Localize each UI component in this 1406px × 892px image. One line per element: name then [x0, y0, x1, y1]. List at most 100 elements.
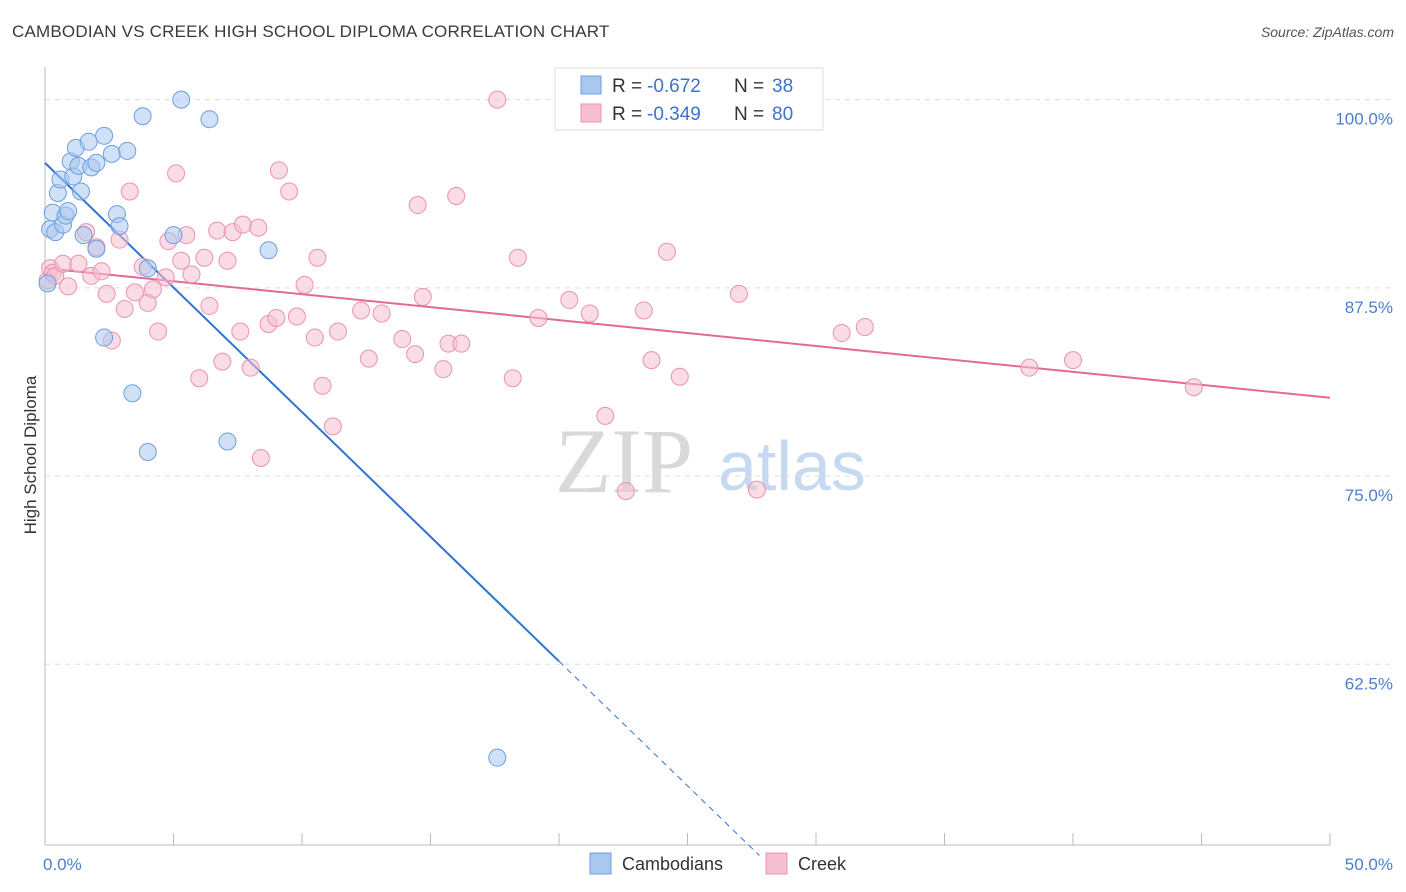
y-axis-label: High School Diploma: [21, 375, 40, 534]
creek-point-24: [172, 251, 191, 270]
creek-trend-line: [44, 267, 1331, 399]
creek-point-44: [295, 275, 314, 294]
legend-n-label-creek: N =: [734, 104, 764, 125]
creek-point-41: [269, 161, 288, 180]
creek-point-50: [352, 301, 371, 320]
cambodians-point-28: [138, 442, 157, 461]
creek-point-4: [53, 254, 72, 273]
legend-n-value-cambodians: 38: [772, 76, 793, 97]
creek-point-75: [832, 324, 851, 343]
cambodians-point-29: [164, 226, 183, 245]
creek-point-35: [233, 215, 252, 234]
cambodians-point-19: [95, 126, 114, 145]
creek-point-48: [323, 417, 342, 436]
creek-point-40: [267, 308, 286, 327]
creek-point-6: [69, 254, 88, 273]
creek-point-74: [747, 480, 766, 499]
creek-point-30: [208, 221, 227, 240]
legend-r-value-creek: -0.349: [647, 104, 701, 125]
cambodians-point-0: [38, 274, 57, 293]
creek-point-37: [249, 218, 268, 237]
y-tick-label-0: 62.5%: [1345, 674, 1393, 693]
cambodians-point-34: [488, 748, 507, 767]
legend-r-label-creek: R =: [612, 104, 642, 125]
creek-point-27: [190, 369, 209, 388]
cambodians-point-18: [87, 239, 106, 258]
creek-point-49: [328, 322, 347, 341]
creek-point-46: [308, 248, 327, 267]
creek-point-73: [729, 284, 748, 303]
creek-point-47: [313, 376, 332, 395]
series-legend: Cambodians Creek: [589, 852, 847, 875]
creek-point-65: [560, 290, 579, 309]
creek-point-21: [156, 268, 175, 287]
cambodians-point-14: [74, 226, 93, 245]
creek-point-68: [616, 482, 635, 501]
creek-point-45: [305, 328, 324, 347]
creek-point-76: [855, 318, 874, 337]
bottom-legend-swatch-cambodians: [589, 852, 612, 875]
x-tick-label-min: 0.0%: [43, 855, 82, 874]
y-tick-label-3: 100.0%: [1335, 110, 1393, 129]
cambodians-trend-extension: [558, 660, 760, 856]
creek-point-77: [1020, 358, 1039, 377]
creek-point-62: [503, 369, 522, 388]
creek-point-23: [167, 164, 186, 183]
cambodians-point-15: [79, 132, 98, 151]
cambodians-point-13: [71, 182, 90, 201]
creek-point-78: [1064, 351, 1082, 370]
creek-point-70: [642, 351, 661, 370]
creek-point-55: [408, 196, 427, 215]
creek-point-51: [359, 349, 378, 368]
creek-point-20: [149, 322, 168, 341]
legend-n-label-cambodians: N =: [734, 76, 764, 97]
chart-title: CAMBODIAN VS CREEK HIGH SCHOOL DIPLOMA C…: [12, 22, 610, 41]
source-label: Source: ZipAtlas.com: [1260, 24, 1394, 40]
cambodians-point-26: [133, 107, 152, 126]
creek-point-61: [488, 90, 507, 109]
creek-point-53: [393, 330, 412, 349]
creek-point-36: [241, 358, 260, 377]
creek-point-26: [182, 265, 201, 284]
legend-n-value-creek: 80: [772, 104, 793, 125]
creek-point-54: [406, 345, 425, 364]
creek-point-5: [59, 277, 78, 296]
cambodians-point-22: [110, 217, 129, 236]
creek-point-42: [280, 182, 299, 201]
creek-point-66: [580, 304, 599, 323]
cambodians-point-31: [200, 110, 219, 129]
legend-swatch-cambodians: [580, 75, 602, 95]
creek-point-32: [218, 251, 237, 270]
cambodians-point-32: [218, 432, 237, 451]
bottom-legend-swatch-creek: [765, 852, 788, 875]
creek-point-15: [120, 182, 139, 201]
creek-point-38: [251, 449, 270, 468]
creek-point-19: [143, 280, 162, 299]
creek-point-16: [125, 283, 144, 302]
creek-point-59: [447, 187, 466, 206]
creek-point-67: [596, 406, 615, 425]
creek-point-69: [634, 301, 653, 320]
cambodians-point-30: [172, 90, 191, 109]
cambodians-point-33: [259, 241, 278, 260]
tick-labels: 62.5% 75.0% 87.5% 100.0% 0.0% 50.0%: [43, 110, 1393, 874]
legend-r-value-cambodians: -0.672: [647, 76, 701, 97]
data-points: [38, 90, 1203, 767]
creek-point-34: [231, 322, 250, 341]
y-tick-label-1: 75.0%: [1345, 486, 1393, 505]
bottom-legend-label-creek: Creek: [798, 854, 847, 874]
creek-point-71: [657, 242, 676, 261]
creek-point-72: [670, 367, 689, 386]
creek-point-11: [97, 284, 116, 303]
creek-point-31: [213, 352, 232, 371]
creek-point-28: [195, 248, 214, 267]
creek-point-63: [508, 248, 527, 267]
trend-lines: [44, 162, 1331, 856]
creek-point-60: [452, 334, 471, 353]
cambodians-point-17: [87, 153, 106, 172]
legend-r-label-cambodians: R =: [612, 76, 642, 97]
x-tick-label-max: 50.0%: [1345, 855, 1393, 874]
y-tick-label-2: 87.5%: [1345, 298, 1393, 317]
legend-swatch-creek: [580, 103, 602, 123]
cambodians-point-20: [102, 144, 121, 163]
